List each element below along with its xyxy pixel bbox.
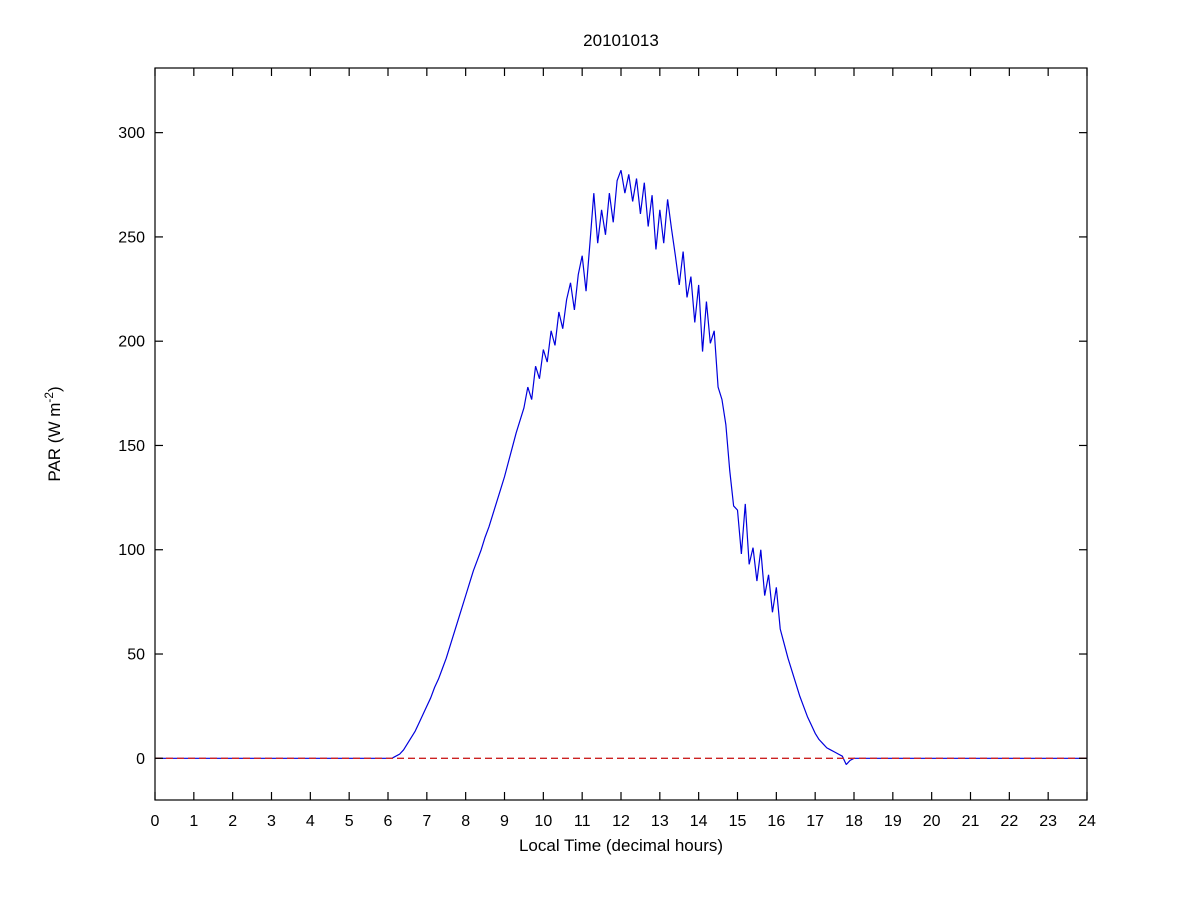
x-tick-label: 6 [384,813,393,830]
x-tick-label: 2 [228,813,237,830]
x-tick-label: 12 [612,813,630,830]
x-tick-label: 5 [345,813,354,830]
x-tick-label: 10 [534,813,552,830]
x-tick-label: 15 [729,813,747,830]
x-tick-label: 21 [962,813,980,830]
y-tick-label: 250 [118,229,145,246]
x-tick-label: 4 [306,813,315,830]
x-tick-label: 11 [574,813,591,830]
x-tick-label: 14 [690,813,708,830]
x-tick-label: 23 [1039,813,1057,830]
x-tick-label: 13 [651,813,669,830]
x-axis-label: Local Time (decimal hours) [518,836,724,855]
plot-box [154,67,1088,801]
y-tick-label: 50 [127,647,145,664]
x-tick-label: 0 [151,813,160,830]
x-tick-label: 7 [422,813,431,830]
x-tick-label: 18 [845,813,863,830]
y-tick-label: 200 [118,334,145,351]
chart-title: 20101013 [583,31,659,50]
y-tick-label: 0 [136,751,145,768]
x-tick-label: 24 [1078,813,1096,830]
x-tick-label: 20 [923,813,941,830]
par-series-line [155,169,1087,765]
x-tick-label: 8 [461,813,470,830]
x-tick-label: 19 [884,813,902,830]
y-tick-label: 100 [118,542,145,559]
x-tick-label: 9 [500,813,509,830]
x-tick-label: 16 [767,813,785,830]
x-tick-label: 1 [189,813,198,830]
x-tick-label: 22 [1000,813,1018,830]
x-tick-label: 3 [267,813,276,830]
y-tick-label: 300 [118,125,145,142]
x-tick-label: 17 [806,813,824,830]
y-tick-label: 150 [118,438,145,455]
